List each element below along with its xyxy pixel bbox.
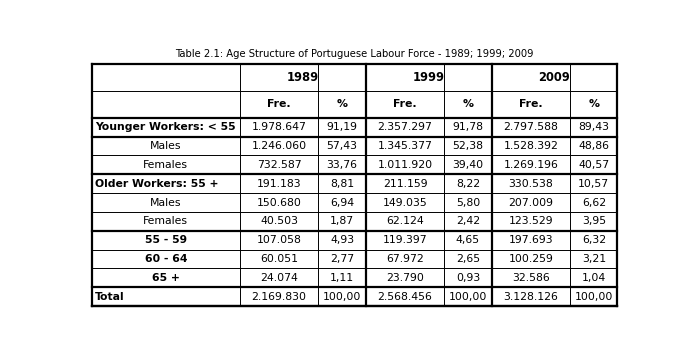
- Text: 191.183: 191.183: [257, 179, 302, 189]
- Text: 100.259: 100.259: [509, 254, 554, 264]
- Text: 2.797.588: 2.797.588: [504, 122, 558, 132]
- Text: 3.128.126: 3.128.126: [504, 292, 558, 302]
- Text: 2,77: 2,77: [330, 254, 354, 264]
- Text: 2.169.830: 2.169.830: [252, 292, 307, 302]
- Text: 100,00: 100,00: [574, 292, 613, 302]
- Text: 1,04: 1,04: [582, 273, 606, 283]
- Text: 100,00: 100,00: [323, 292, 361, 302]
- Text: 57,43: 57,43: [327, 141, 358, 151]
- Text: 149.035: 149.035: [383, 197, 428, 208]
- Text: 1.011.920: 1.011.920: [377, 160, 432, 170]
- Text: 52,38: 52,38: [453, 141, 484, 151]
- Text: Table 2.1: Age Structure of Portuguese Labour Force - 1989; 1999; 2009: Table 2.1: Age Structure of Portuguese L…: [175, 49, 534, 59]
- Text: Fre.: Fre.: [519, 100, 543, 109]
- Text: 8,22: 8,22: [456, 179, 480, 189]
- Text: 150.680: 150.680: [257, 197, 302, 208]
- Text: Total: Total: [95, 292, 125, 302]
- Text: 62.124: 62.124: [386, 217, 424, 226]
- Text: 1989: 1989: [286, 71, 319, 84]
- Text: 40,57: 40,57: [579, 160, 610, 170]
- Text: 100,00: 100,00: [448, 292, 487, 302]
- Text: 6,94: 6,94: [330, 197, 354, 208]
- Text: 107.058: 107.058: [257, 235, 302, 245]
- Text: 2009: 2009: [538, 71, 570, 84]
- Text: Younger Workers: < 55: Younger Workers: < 55: [95, 122, 236, 132]
- Text: 40.503: 40.503: [260, 217, 298, 226]
- Text: Males: Males: [150, 197, 181, 208]
- Text: 123.529: 123.529: [509, 217, 553, 226]
- Text: 39,40: 39,40: [453, 160, 484, 170]
- Text: 197.693: 197.693: [509, 235, 553, 245]
- Text: %: %: [588, 100, 599, 109]
- Text: 1,87: 1,87: [330, 217, 354, 226]
- Text: 55 - 59: 55 - 59: [145, 235, 187, 245]
- Text: 60.051: 60.051: [260, 254, 298, 264]
- Text: 0,93: 0,93: [456, 273, 480, 283]
- Text: %: %: [462, 100, 473, 109]
- Text: 48,86: 48,86: [579, 141, 610, 151]
- Text: 1,11: 1,11: [330, 273, 354, 283]
- Text: 23.790: 23.790: [386, 273, 424, 283]
- Text: 211.159: 211.159: [383, 179, 428, 189]
- Text: 10,57: 10,57: [579, 179, 610, 189]
- Text: Older Workers: 55 +: Older Workers: 55 +: [95, 179, 219, 189]
- Text: Males: Males: [150, 141, 181, 151]
- Text: 1.528.392: 1.528.392: [504, 141, 558, 151]
- Text: 89,43: 89,43: [579, 122, 610, 132]
- Text: 1.246.060: 1.246.060: [252, 141, 307, 151]
- Text: 4,65: 4,65: [456, 235, 480, 245]
- Text: 6,32: 6,32: [582, 235, 606, 245]
- Text: 65 +: 65 +: [152, 273, 180, 283]
- Text: 91,78: 91,78: [453, 122, 484, 132]
- Text: 3,21: 3,21: [582, 254, 606, 264]
- Text: 2,42: 2,42: [456, 217, 480, 226]
- Text: 33,76: 33,76: [327, 160, 358, 170]
- Text: 732.587: 732.587: [257, 160, 302, 170]
- Text: 2.357.297: 2.357.297: [378, 122, 432, 132]
- Text: Fre.: Fre.: [393, 100, 417, 109]
- Text: 1.978.647: 1.978.647: [252, 122, 307, 132]
- Text: 91,19: 91,19: [327, 122, 358, 132]
- Text: 5,80: 5,80: [456, 197, 480, 208]
- Text: Females: Females: [143, 217, 188, 226]
- Text: Fre.: Fre.: [267, 100, 291, 109]
- Text: 4,93: 4,93: [330, 235, 354, 245]
- Text: 32.586: 32.586: [512, 273, 549, 283]
- Text: 1.269.196: 1.269.196: [504, 160, 558, 170]
- Text: %: %: [336, 100, 347, 109]
- Text: 330.538: 330.538: [509, 179, 554, 189]
- Text: 60 - 64: 60 - 64: [145, 254, 187, 264]
- Text: Females: Females: [143, 160, 188, 170]
- Text: 24.074: 24.074: [260, 273, 298, 283]
- Text: 2.568.456: 2.568.456: [378, 292, 432, 302]
- Text: 2,65: 2,65: [456, 254, 480, 264]
- Text: 67.972: 67.972: [386, 254, 424, 264]
- Text: 3,95: 3,95: [582, 217, 606, 226]
- Text: 1999: 1999: [412, 71, 444, 84]
- Text: 1.345.377: 1.345.377: [378, 141, 432, 151]
- Text: 119.397: 119.397: [383, 235, 428, 245]
- Text: 207.009: 207.009: [509, 197, 554, 208]
- Text: 8,81: 8,81: [330, 179, 354, 189]
- Text: 6,62: 6,62: [582, 197, 606, 208]
